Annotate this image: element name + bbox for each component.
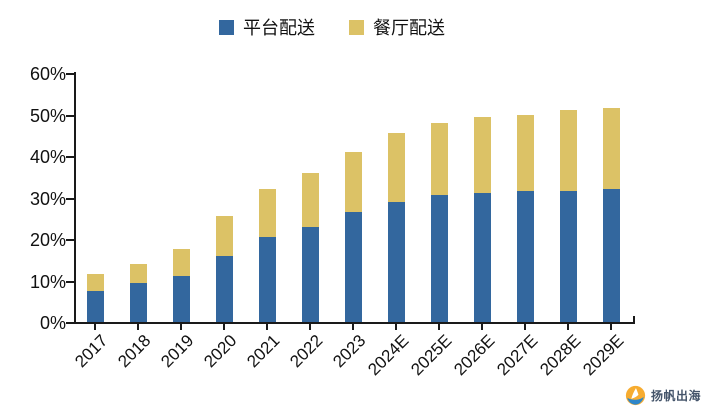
y-axis-tick-label: 50% xyxy=(29,105,66,126)
bar-segment-2022-平台配送 xyxy=(301,226,319,322)
bar-segment-2028E-平台配送 xyxy=(559,191,577,322)
yangfan-logo-icon xyxy=(625,385,646,406)
y-axis-tick xyxy=(66,73,74,75)
x-axis-tick xyxy=(610,324,612,330)
bar-segment-2018-平台配送 xyxy=(129,282,147,322)
x-axis-tick xyxy=(352,324,354,330)
y-axis-tick-label: 60% xyxy=(29,64,66,84)
x-axis-tick xyxy=(524,324,526,330)
legend-item-0: 平台配送 xyxy=(219,14,315,40)
y-axis-tick-label: 10% xyxy=(29,271,66,292)
bar-segment-2019-平台配送 xyxy=(172,276,190,322)
bar-segment-2024E-餐厅配送 xyxy=(387,133,405,202)
legend-swatch-icon xyxy=(219,19,234,35)
bar-segment-2025E-平台配送 xyxy=(430,195,448,322)
bar-segment-2029E-餐厅配送 xyxy=(602,108,620,190)
bar-segment-2019-餐厅配送 xyxy=(172,249,190,277)
x-axis-tick xyxy=(309,324,311,330)
x-axis-tick xyxy=(137,324,139,330)
x-axis-tick xyxy=(266,324,268,330)
x-axis-end-cap xyxy=(633,316,635,322)
x-axis-tick xyxy=(438,324,440,330)
y-axis-tick-label: 0% xyxy=(39,313,66,333)
x-axis-tick xyxy=(567,324,569,330)
bar-segment-2023-餐厅配送 xyxy=(344,151,362,213)
y-axis-tick xyxy=(66,322,74,324)
watermark-text: 扬帆出海 xyxy=(650,389,701,403)
x-axis-tick xyxy=(395,324,397,330)
bar-segment-2022-餐厅配送 xyxy=(301,172,319,227)
y-axis-tick xyxy=(66,156,74,158)
legend-label: 餐厅配送 xyxy=(373,18,445,38)
legend: 平台配送 餐厅配送 xyxy=(0,14,664,40)
bar-segment-2027E-餐厅配送 xyxy=(516,114,534,192)
bar-segment-2018-餐厅配送 xyxy=(129,263,147,283)
bar-segment-2020-平台配送 xyxy=(215,255,233,322)
y-axis-tick-label: 20% xyxy=(29,230,66,250)
legend-item-1: 餐厅配送 xyxy=(349,14,445,40)
legend-label: 平台配送 xyxy=(243,18,315,38)
bar-segment-2026E-平台配送 xyxy=(473,193,491,322)
y-axis-tick xyxy=(66,114,74,117)
bar-segment-2028E-餐厅配送 xyxy=(559,110,577,192)
y-axis-tick-label: 40% xyxy=(29,147,66,167)
bar-segment-2017-餐厅配送 xyxy=(86,274,104,291)
bar-segment-2025E-餐厅配送 xyxy=(430,122,448,196)
watermark: 扬帆出海 xyxy=(625,385,701,406)
bar-segment-2017-平台配送 xyxy=(86,290,104,322)
bar-segment-2023-平台配送 xyxy=(344,212,362,322)
bar-segment-2021-餐厅配送 xyxy=(258,189,276,237)
bar-segment-2020-餐厅配送 xyxy=(215,216,233,256)
bar-segment-2021-平台配送 xyxy=(258,236,276,322)
bar-segment-2026E-餐厅配送 xyxy=(473,116,491,194)
y-axis-line xyxy=(74,72,76,324)
x-axis-tick xyxy=(481,324,483,330)
legend-swatch-icon xyxy=(349,19,364,35)
y-axis-tick xyxy=(66,197,74,200)
y-axis-tick xyxy=(66,239,74,241)
x-axis-tick xyxy=(223,324,225,330)
y-axis-tick xyxy=(66,280,74,283)
bar-segment-2029E-平台配送 xyxy=(602,189,620,322)
x-axis-line xyxy=(74,322,635,324)
bar-segment-2027E-平台配送 xyxy=(516,191,534,322)
bar-segment-2024E-平台配送 xyxy=(387,201,405,322)
x-axis-tick xyxy=(180,324,182,330)
y-axis-tick-label: 30% xyxy=(29,188,66,209)
x-axis-tick xyxy=(94,324,96,330)
